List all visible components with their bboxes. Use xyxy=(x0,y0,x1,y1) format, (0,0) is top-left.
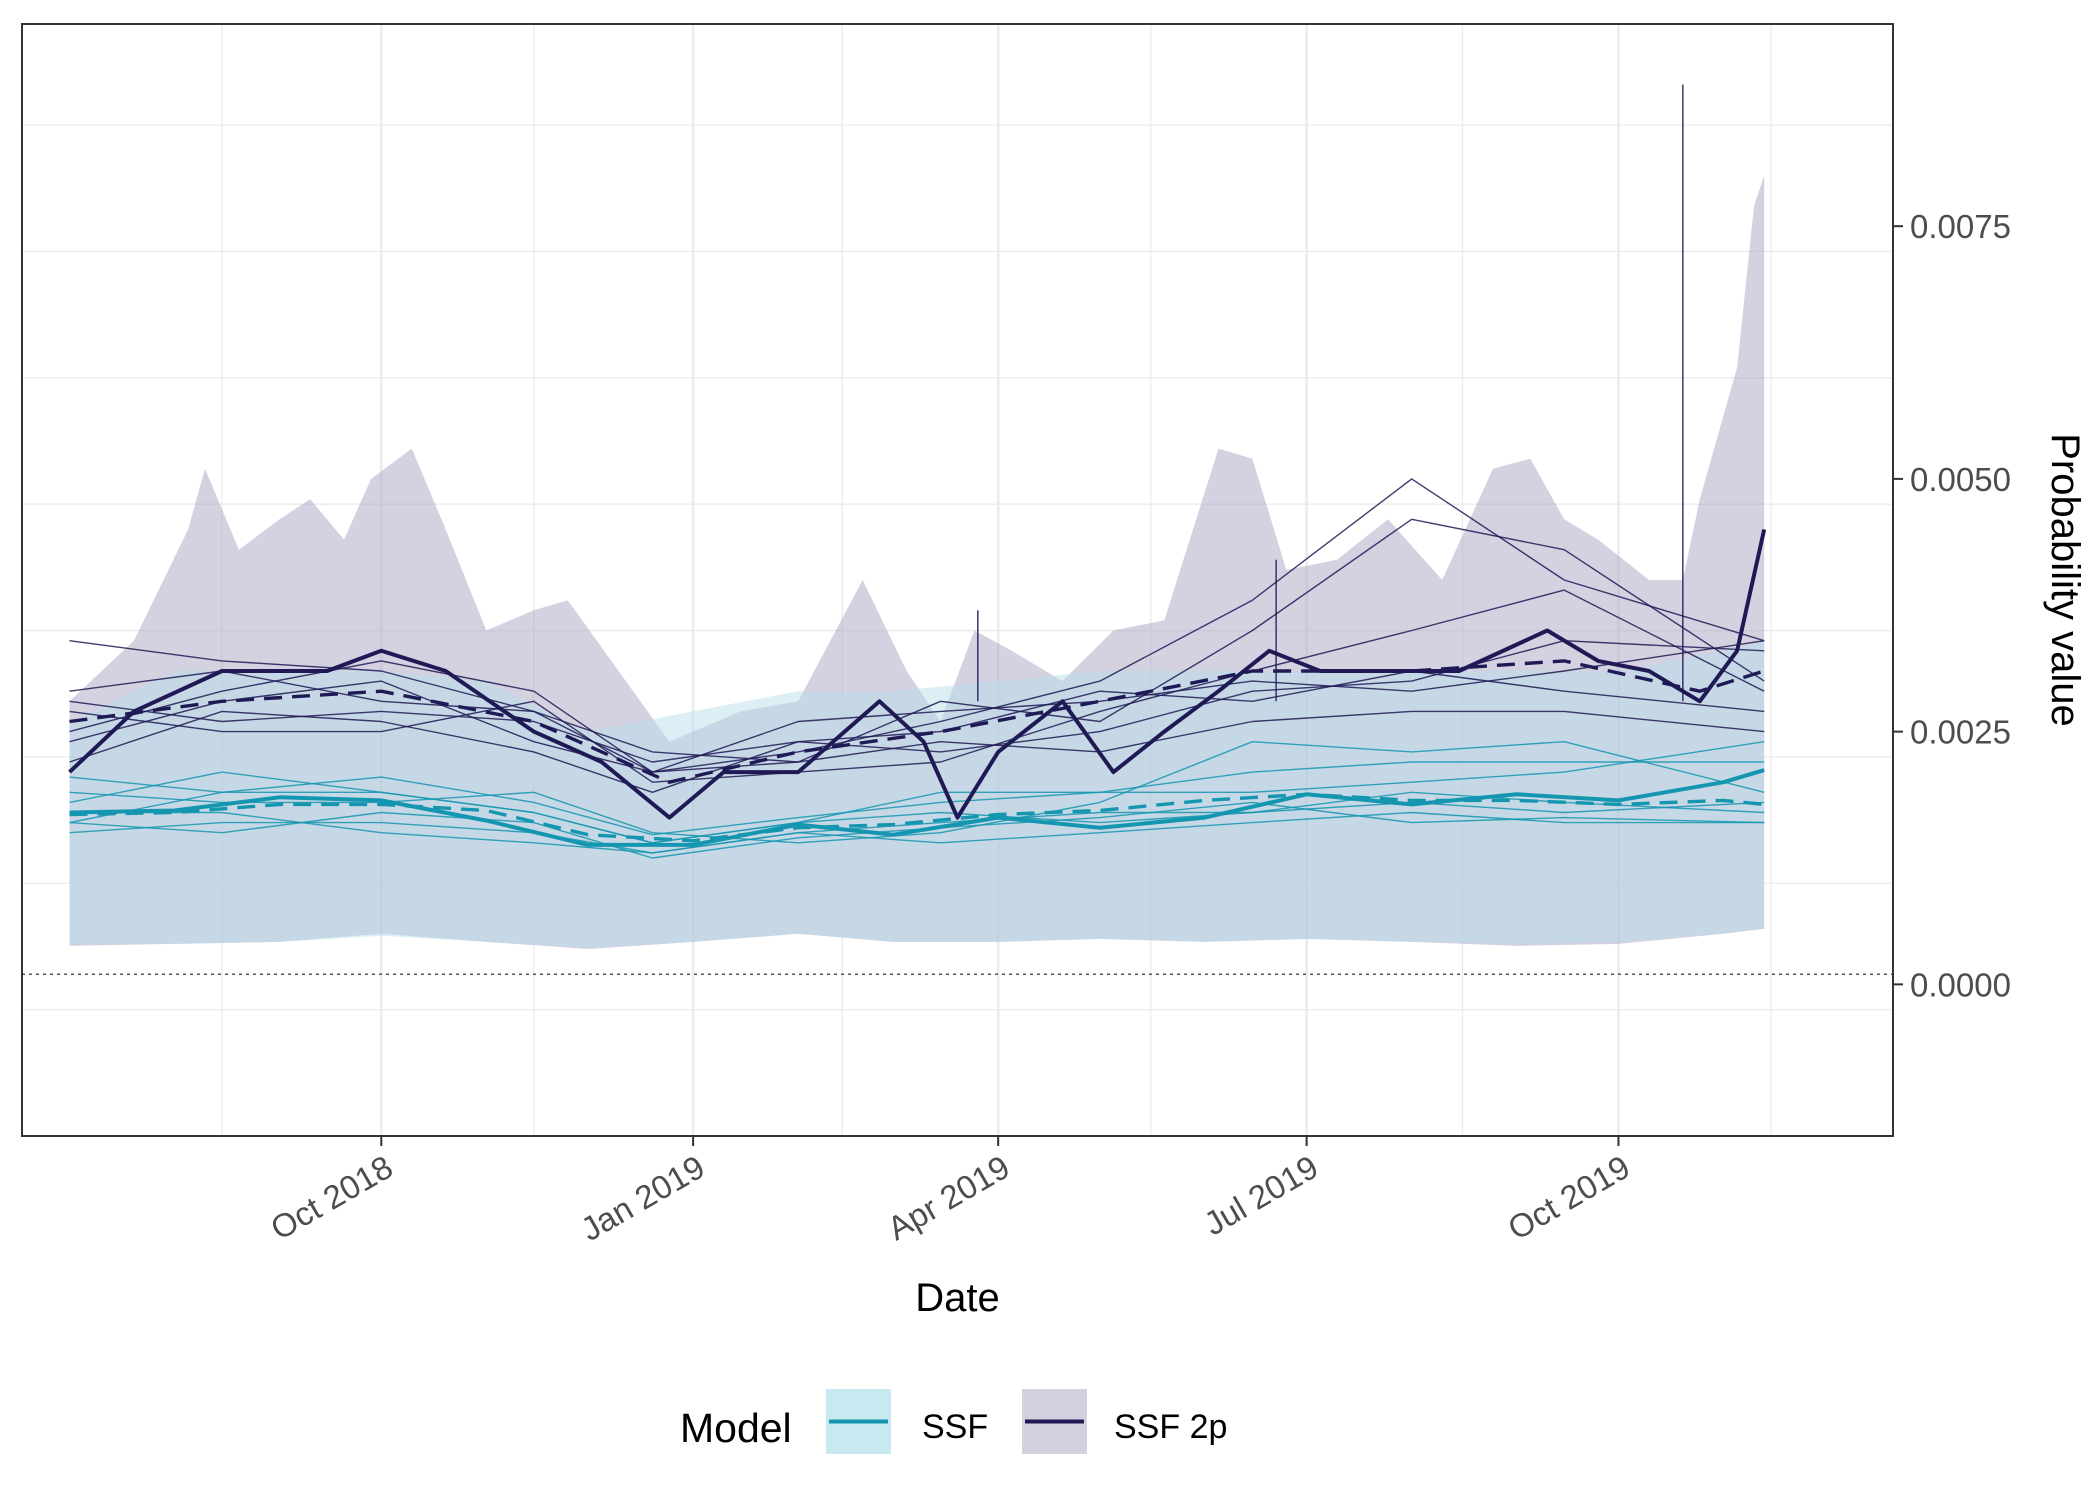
trajectory-ssf-2p xyxy=(69,640,1765,793)
series-lines xyxy=(68,84,1767,859)
ribbon-ssf xyxy=(69,640,1765,948)
x-axis-title: Date xyxy=(915,1276,1000,1320)
trajectory-ssf xyxy=(69,801,1765,854)
mean-line-ssf xyxy=(69,792,1765,843)
trajectory-ssf-2p xyxy=(69,670,1765,763)
trajectory-ssf xyxy=(69,741,1765,844)
mean-line-ssf-2p xyxy=(69,659,1765,784)
trajectory-ssf-2p xyxy=(69,518,1765,773)
trajectory-ssf xyxy=(69,811,1765,854)
y-axis-title: Probability value xyxy=(2043,433,2087,727)
legend-label: SSF 2p xyxy=(1114,1408,1227,1446)
trajectory-ssf-2p xyxy=(69,640,1765,773)
y-tick-label: 0.0000 xyxy=(1910,966,2011,1003)
median-line-ssf xyxy=(69,768,1765,847)
y-axis: 0.0000 0.0025 0.0050 0.0075 xyxy=(1893,208,2011,1003)
ribbons xyxy=(69,175,1765,950)
trajectory-ssf-2p xyxy=(69,589,1765,783)
panel-border xyxy=(21,23,1894,1137)
trajectory-ssf xyxy=(69,771,1765,844)
y-tick-label: 0.0050 xyxy=(1910,461,2011,498)
legend-title: Model xyxy=(680,1405,792,1451)
y-tick-label: 0.0075 xyxy=(1910,208,2011,245)
legend: Model SSF SSF 2p xyxy=(680,1389,1227,1454)
legend-label: SSF xyxy=(922,1408,988,1446)
trajectory-ssf xyxy=(69,761,1765,836)
y-tick-label: 0.0025 xyxy=(1910,714,2011,751)
median-line-ssf-2p xyxy=(68,529,1767,820)
